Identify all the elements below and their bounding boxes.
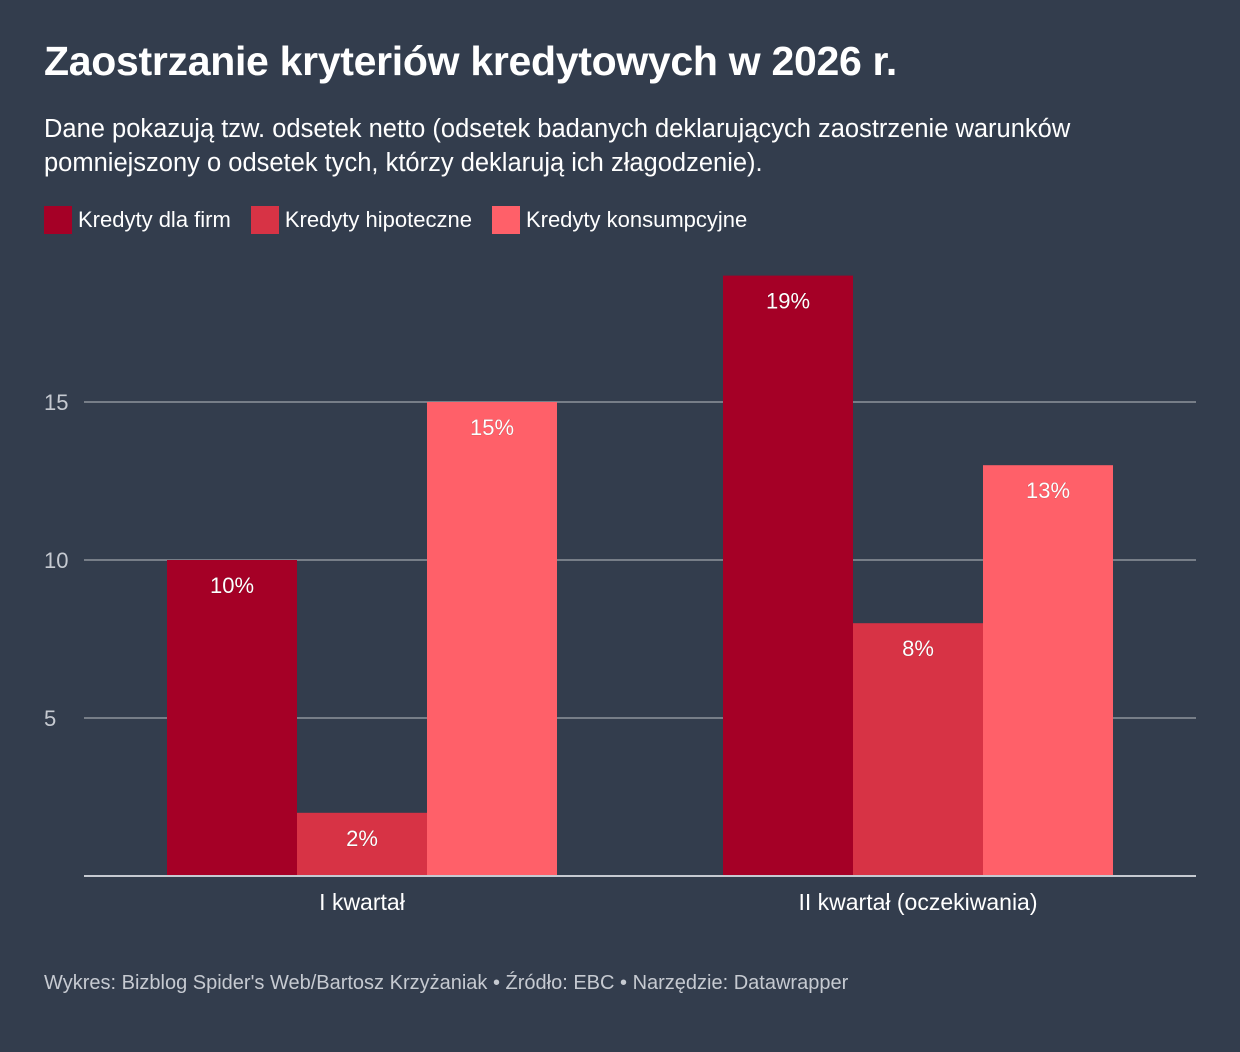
data-label-1-1: 10% bbox=[210, 573, 254, 598]
bar-1-1 bbox=[167, 560, 297, 876]
data-label-3-1: 15% bbox=[470, 415, 514, 440]
x-category-label-1: I kwartał bbox=[319, 889, 405, 915]
chart-subtitle: Dane pokazują tzw. odsetek netto (odsete… bbox=[44, 115, 1071, 177]
footer-credit: Wykres: Bizblog Spider's Web/Bartosz Krz… bbox=[44, 972, 849, 994]
legend-item-consumer: Kredyty konsumpcyjne bbox=[491, 206, 748, 234]
y-tick-label-15: 15 bbox=[44, 390, 68, 415]
bar-2-1 bbox=[297, 812, 427, 876]
legend-swatch-firms bbox=[44, 206, 72, 234]
bar-2-2 bbox=[853, 623, 983, 876]
legend-label-firms: Kredyty dla firm bbox=[78, 207, 231, 232]
chart-title: Zaostrzanie kryteriów kredytowych w 2026… bbox=[44, 38, 898, 84]
legend: Kredyty dla firm Kredyty hipoteczne Kred… bbox=[44, 205, 767, 235]
legend-swatch-consumer bbox=[491, 206, 520, 234]
legend-label-consumer: Kredyty konsumpcyjne bbox=[525, 207, 748, 232]
data-label-2-1: 2% bbox=[346, 826, 378, 851]
legend-item-firms: Kredyty dla firm bbox=[44, 206, 231, 234]
legend-item-mortgage: Kredyty hipoteczne bbox=[250, 206, 472, 234]
data-label-2-2: 8% bbox=[902, 636, 934, 661]
legend-label-mortgage: Kredyty hipoteczne bbox=[284, 207, 472, 232]
bar-1-2 bbox=[723, 275, 853, 877]
legend-swatch-mortgage bbox=[250, 206, 279, 234]
data-label-1-2: 19% bbox=[766, 289, 810, 314]
x-category-label-2: II kwartał (oczekiwania) bbox=[798, 889, 1037, 915]
bar-3-2 bbox=[983, 465, 1113, 876]
data-label-3-2: 13% bbox=[1026, 478, 1070, 503]
y-tick-label-10: 10 bbox=[44, 548, 68, 573]
bar-3-1 bbox=[427, 402, 557, 876]
y-tick-label-5: 5 bbox=[44, 706, 56, 731]
